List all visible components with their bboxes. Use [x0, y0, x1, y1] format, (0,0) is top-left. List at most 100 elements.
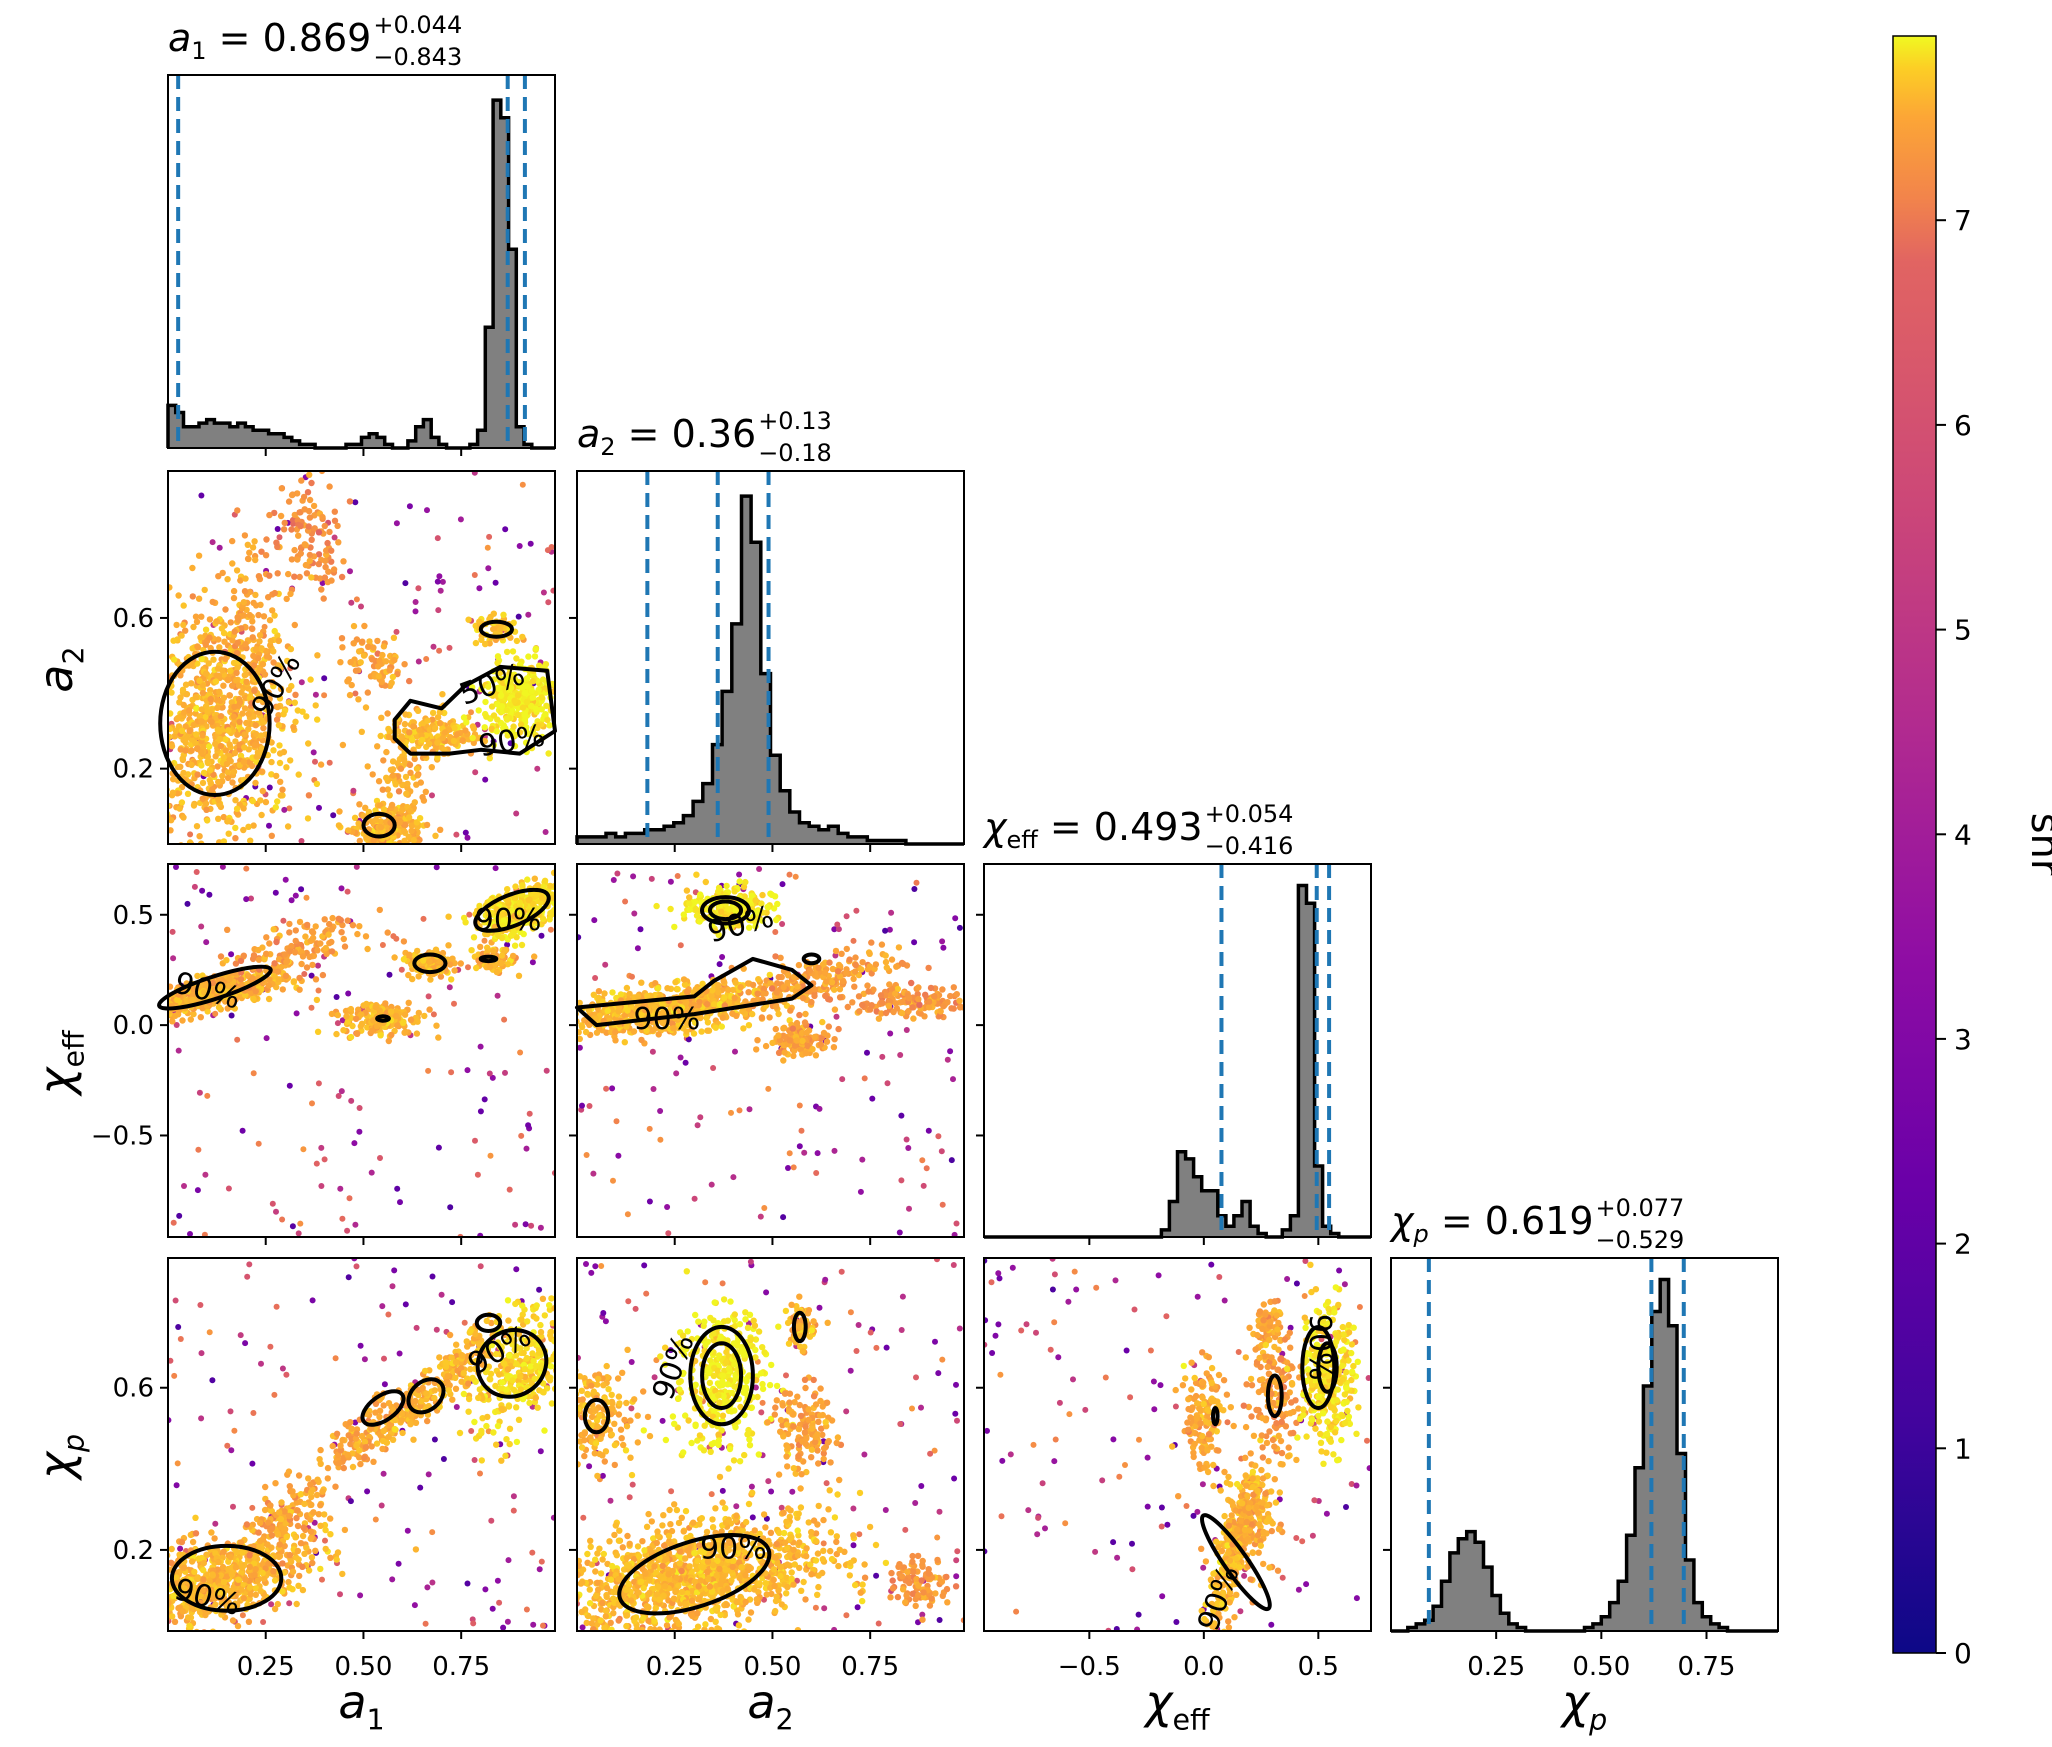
scatter-point: [394, 1186, 400, 1192]
scatter-point: [234, 806, 240, 812]
scatter-point: [280, 918, 286, 924]
scatter-point: [313, 702, 319, 708]
scatter-point: [225, 677, 231, 683]
scatter-point: [170, 929, 176, 935]
scatter-point: [525, 1011, 531, 1017]
scatter-point: [519, 634, 525, 640]
scatter-point: [177, 694, 183, 700]
scatter-point: [263, 552, 269, 558]
scatter-point: [447, 961, 453, 967]
scatter-point: [225, 775, 231, 781]
scatter-point: [665, 1230, 671, 1236]
scatter-point: [414, 1030, 420, 1036]
scatter-point: [232, 825, 238, 831]
scatter-point: [236, 682, 242, 688]
scatter-point: [530, 1030, 536, 1036]
scatter-point: [629, 974, 635, 980]
scatter-point: [843, 970, 849, 976]
scatter-point: [813, 1170, 819, 1176]
scatter-point: [638, 926, 644, 932]
scatter-point: [233, 670, 239, 676]
scatter-point: [291, 547, 297, 553]
scatter-point: [316, 529, 322, 535]
scatter-point: [307, 558, 313, 564]
scatter-point: [236, 696, 242, 702]
scatter-point: [563, 658, 569, 664]
scatter-point: [831, 987, 837, 993]
scatter-point: [556, 673, 562, 679]
scatter-point: [755, 976, 761, 982]
scatter-point: [171, 851, 177, 857]
scatter-point: [759, 1014, 765, 1020]
scatter-point: [215, 797, 221, 803]
scatter-point: [529, 688, 535, 694]
scatter-point: [802, 1011, 808, 1017]
scatter-point: [512, 943, 518, 949]
scatter-point: [678, 1055, 684, 1061]
scatter-point: [779, 921, 785, 927]
scatter-point: [207, 616, 213, 622]
scatter-point: [530, 678, 536, 684]
scatter-point: [142, 1000, 148, 1006]
scatter-point: [739, 1008, 745, 1014]
scatter-point: [715, 989, 721, 995]
scatter-point: [176, 1213, 182, 1219]
scatter-point: [704, 1001, 710, 1007]
scatter-point: [470, 723, 476, 729]
scatter-point: [277, 760, 283, 766]
scatter-point: [835, 1026, 841, 1032]
scatter-point: [152, 730, 158, 736]
scatter-point: [614, 871, 620, 877]
scatter-point: [219, 773, 225, 779]
scatter-point: [181, 1183, 187, 1189]
scatter-point: [249, 763, 255, 769]
scatter-point: [308, 480, 314, 486]
scatter-point: [740, 1025, 746, 1031]
scatter-point: [399, 967, 405, 973]
scatter-point: [388, 767, 394, 773]
scatter-point: [416, 727, 422, 733]
scatter-point: [199, 732, 205, 738]
scatter-point: [800, 995, 806, 1001]
scatter-point: [276, 637, 282, 643]
scatter-point: [402, 822, 408, 828]
scatter-point: [425, 1068, 431, 1074]
scatter-point: [348, 1006, 354, 1012]
scatter-point: [591, 917, 597, 923]
scatter-point: [407, 808, 413, 814]
scatter-point: [376, 778, 382, 784]
scatter-point: [370, 644, 376, 650]
scatter-point: [269, 833, 275, 839]
scatter-point: [342, 943, 348, 949]
scatter-point: [345, 917, 351, 923]
scatter-point: [257, 797, 263, 803]
scatter-point: [158, 761, 164, 767]
scatter-point: [773, 1003, 779, 1009]
scatter-point: [774, 901, 780, 907]
scatter-point: [293, 938, 299, 944]
scatter-point: [198, 493, 204, 499]
scatter-point: [208, 696, 214, 702]
scatter-point: [296, 1230, 302, 1236]
scatter-point: [925, 965, 931, 971]
scatter-point: [544, 1068, 550, 1074]
scatter-point: [697, 891, 703, 897]
scatter-point: [223, 747, 229, 753]
scatter-point: [329, 926, 335, 932]
scatter-point: [683, 1060, 689, 1066]
scatter-point: [873, 961, 879, 967]
scatter-point: [780, 1214, 786, 1220]
scatter-point: [439, 691, 445, 697]
scatter-point: [440, 735, 446, 741]
scatter-point: [208, 719, 214, 725]
scatter-point: [747, 1106, 753, 1112]
scatter-point: [887, 1031, 893, 1037]
scatter-point: [315, 1029, 321, 1035]
scatter-point: [831, 1036, 837, 1042]
scatter-point: [478, 1044, 484, 1050]
scatter-point: [241, 731, 247, 737]
scatter-point: [236, 719, 242, 725]
scatter-point: [940, 1202, 946, 1208]
scatter-point: [381, 643, 387, 649]
scatter-point: [684, 887, 690, 893]
